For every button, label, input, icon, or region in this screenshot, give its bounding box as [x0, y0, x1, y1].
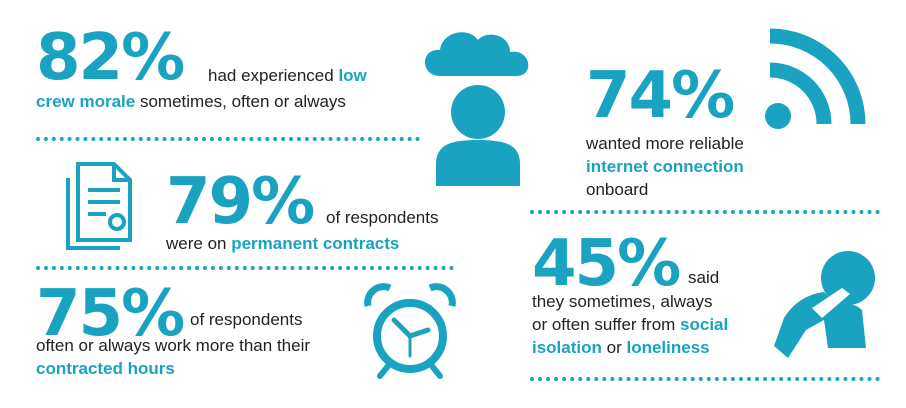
stat-contracts: 79% of respondents were on permanent con…: [166, 165, 466, 253]
wifi-signal-icon: [765, 28, 866, 129]
divider: [530, 377, 880, 381]
stat-internet: 74% wanted more reliable internet connec…: [586, 64, 806, 201]
stat-isolation: 45% said they sometimes, always or often…: [532, 227, 812, 357]
stat-internet-text: wanted more reliable: [586, 134, 744, 153]
stat-isolation-highlight: social: [680, 315, 729, 334]
divider: [530, 210, 880, 214]
stat-contracts-text: of respondents: [326, 208, 439, 227]
stat-internet-value: 74%: [586, 59, 735, 133]
stat-hours-text: often or always work more than their: [36, 336, 311, 355]
stat-contracts-highlight: permanent contracts: [231, 234, 400, 253]
stat-morale-text: had experienced: [208, 66, 339, 85]
stat-isolation-value: 45%: [532, 227, 681, 301]
stat-morale-highlight: crew morale: [36, 92, 136, 111]
stat-isolation-highlight: isolation: [532, 338, 602, 357]
sad-person-cloud-icon: [425, 32, 529, 186]
stat-isolation-highlight: loneliness: [626, 338, 710, 357]
stat-isolation-text: or: [601, 338, 627, 357]
stat-internet-text: onboard: [586, 180, 649, 199]
stat-isolation-text: said: [688, 268, 720, 287]
stat-contracts-text: were on: [166, 234, 232, 253]
stat-morale-highlight: low: [338, 66, 367, 85]
stat-hours-value: 75%: [36, 277, 185, 351]
stat-isolation-text: or often suffer from: [532, 315, 681, 334]
stat-internet-highlight: internet connection: [586, 157, 744, 176]
divider: [36, 266, 454, 270]
stat-morale-text: sometimes, often or always: [135, 92, 346, 111]
lonely-person-icon: [774, 251, 875, 358]
stat-isolation-text: they sometimes, always: [532, 292, 713, 311]
stat-morale: 82% had experienced low crew morale some…: [36, 21, 436, 111]
documents-contract-icon: [66, 162, 132, 250]
stat-hours: 75% of respondents often or always work …: [36, 277, 356, 378]
divider: [36, 137, 420, 141]
stat-hours-highlight: contracted hours: [36, 359, 175, 378]
alarm-clock-icon: [364, 283, 456, 379]
stat-morale-value: 82%: [36, 21, 185, 95]
stat-contracts-value: 79%: [166, 165, 315, 239]
stat-hours-text: of respondents: [190, 310, 303, 329]
